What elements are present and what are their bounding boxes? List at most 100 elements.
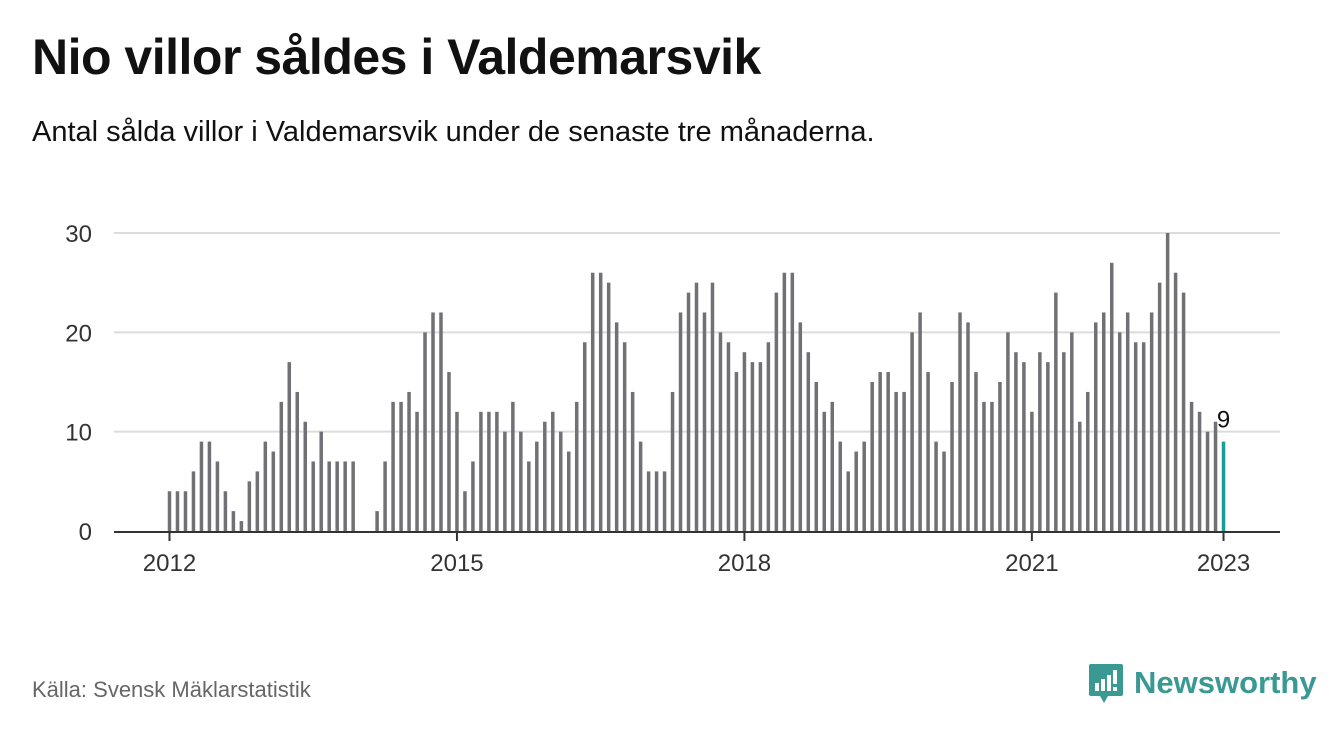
bar bbox=[766, 342, 771, 531]
bar bbox=[686, 292, 691, 531]
bar bbox=[942, 451, 946, 531]
bar bbox=[1125, 312, 1130, 531]
bar bbox=[271, 451, 276, 531]
bar bbox=[1086, 391, 1090, 531]
bar bbox=[455, 411, 459, 531]
bar bbox=[407, 391, 411, 531]
newsworthy-logo[interactable]: Newsworthy bbox=[1088, 660, 1317, 706]
bar bbox=[247, 481, 252, 531]
bar bbox=[471, 461, 475, 531]
bar bbox=[958, 312, 962, 531]
bar bbox=[574, 401, 579, 531]
newsworthy-logo-icon bbox=[1089, 664, 1123, 703]
bar bbox=[431, 312, 435, 531]
bar bbox=[1213, 421, 1218, 531]
bar bbox=[383, 461, 387, 531]
bar bbox=[1165, 233, 1170, 531]
bar bbox=[1046, 362, 1050, 531]
bar bbox=[1181, 292, 1186, 531]
bar bbox=[295, 391, 300, 531]
bar bbox=[1149, 312, 1154, 531]
bar bbox=[790, 272, 795, 531]
bar bbox=[734, 372, 739, 531]
bar bbox=[167, 491, 172, 531]
bar bbox=[1117, 332, 1122, 531]
bar bbox=[519, 431, 523, 531]
x-tick-label: 2021 bbox=[1005, 550, 1058, 577]
bar bbox=[662, 471, 667, 531]
bar bbox=[622, 342, 627, 531]
bar bbox=[1109, 262, 1114, 531]
bar bbox=[343, 461, 347, 531]
bar bbox=[646, 471, 651, 531]
bar bbox=[910, 332, 914, 531]
bar bbox=[1205, 431, 1210, 531]
bar bbox=[287, 362, 292, 531]
y-tick-label: 10 bbox=[65, 420, 92, 447]
bar bbox=[1070, 332, 1074, 531]
bar bbox=[527, 461, 531, 531]
bar bbox=[1197, 411, 1202, 531]
bar bbox=[582, 342, 587, 531]
bar bbox=[231, 511, 236, 531]
bar bbox=[303, 421, 307, 531]
bar bbox=[678, 312, 683, 531]
bar bbox=[207, 441, 212, 531]
bar bbox=[375, 511, 379, 531]
bar bbox=[726, 342, 731, 531]
bar bbox=[838, 441, 842, 531]
x-tick-label: 2018 bbox=[718, 550, 771, 577]
bar bbox=[670, 391, 675, 531]
bar bbox=[447, 372, 451, 531]
chart-title: Nio villor såldes i Valdemarsvik bbox=[32, 29, 761, 85]
bar bbox=[239, 521, 244, 531]
bar bbox=[327, 461, 331, 531]
bar bbox=[1022, 362, 1026, 531]
bar bbox=[199, 441, 204, 531]
x-tick-label: 2012 bbox=[143, 550, 196, 577]
bar bbox=[463, 491, 467, 531]
bar bbox=[423, 332, 427, 531]
bar bbox=[1078, 421, 1082, 531]
bar bbox=[535, 441, 539, 531]
x-tick-label: 2015 bbox=[430, 550, 483, 577]
bar bbox=[479, 411, 483, 531]
bar bbox=[1173, 272, 1178, 531]
bar bbox=[279, 401, 284, 531]
bar bbox=[934, 441, 938, 531]
bar bbox=[950, 382, 954, 531]
bar bbox=[718, 332, 723, 531]
bar bbox=[1157, 282, 1162, 531]
bar bbox=[1038, 352, 1042, 531]
bar bbox=[1062, 352, 1066, 531]
bar bbox=[1189, 401, 1194, 531]
bar bbox=[487, 411, 491, 531]
bar bbox=[798, 322, 803, 531]
bar bbox=[870, 382, 874, 531]
bar bbox=[551, 411, 555, 531]
x-tick-label: 2023 bbox=[1197, 550, 1250, 577]
bar bbox=[1054, 292, 1058, 531]
bar bbox=[998, 382, 1002, 531]
bar bbox=[990, 401, 994, 531]
chart-subtitle: Antal sålda villor i Valdemarsvik under … bbox=[32, 116, 875, 148]
bar bbox=[830, 401, 835, 531]
y-tick-label: 0 bbox=[79, 519, 92, 546]
bar bbox=[1006, 332, 1010, 531]
bar bbox=[814, 382, 819, 531]
bar bbox=[511, 401, 515, 531]
bar bbox=[1133, 342, 1138, 531]
bar bbox=[758, 362, 763, 531]
bar bbox=[822, 411, 827, 531]
bar bbox=[503, 431, 507, 531]
bar bbox=[702, 312, 707, 531]
bar bbox=[862, 441, 866, 531]
bar bbox=[391, 401, 395, 531]
bar bbox=[311, 461, 315, 531]
bar bbox=[902, 391, 906, 531]
bar bbox=[630, 391, 635, 531]
bar bbox=[183, 491, 188, 531]
bar bbox=[415, 411, 419, 531]
bar bbox=[335, 461, 339, 531]
bar bbox=[191, 471, 196, 531]
